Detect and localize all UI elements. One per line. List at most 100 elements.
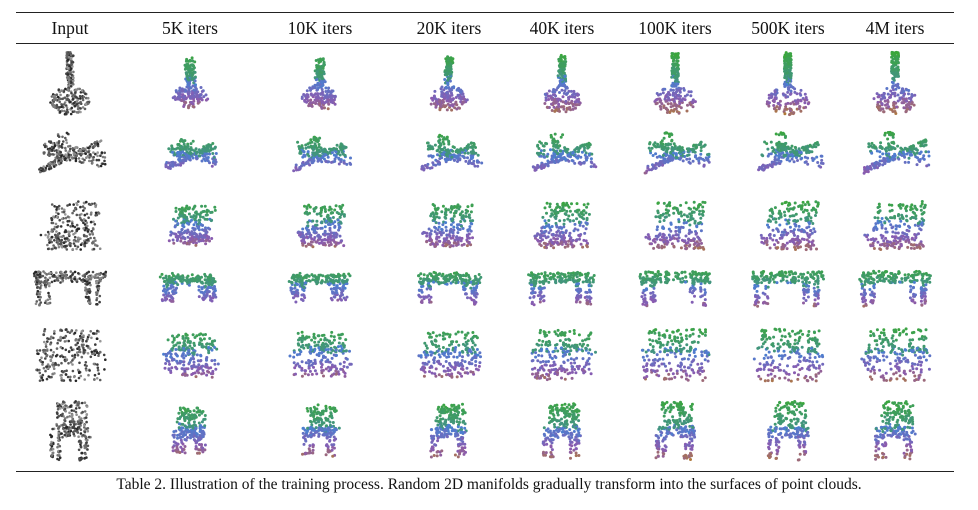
column-header-100k: 100K iters [638,18,712,38]
point [476,153,480,157]
point [314,99,318,103]
point [456,93,460,97]
point [784,62,788,66]
point [67,153,70,156]
point [464,208,468,212]
point [52,94,55,98]
point [209,211,213,214]
point [704,156,708,160]
point [900,101,904,105]
point [305,89,309,93]
point [446,78,450,82]
point [799,93,803,97]
point [431,147,435,151]
point [60,235,64,238]
point [342,213,346,217]
point [698,212,701,216]
point [569,236,573,240]
point [44,233,47,237]
point [908,106,912,110]
point [70,73,73,77]
point [423,164,427,167]
point [546,159,550,163]
point [551,232,555,236]
point [167,161,171,165]
point [57,152,60,156]
point [585,158,588,162]
point [540,167,544,170]
point [776,148,780,152]
point [50,247,54,251]
point [292,169,296,173]
point [465,144,469,148]
point [306,150,310,154]
point [186,235,190,239]
point [95,158,99,162]
point [84,96,88,100]
point [204,242,208,246]
point [583,231,587,235]
point [654,166,658,170]
point [663,215,667,219]
point [429,229,433,233]
point [569,89,573,93]
point [792,160,796,164]
point [662,157,666,161]
point [169,163,173,167]
point [72,54,75,57]
point [334,243,338,247]
point [793,145,797,149]
point [84,92,87,96]
point [339,213,343,217]
point [97,158,101,162]
point [167,239,171,243]
point [816,143,820,147]
point [561,70,565,74]
point [435,242,439,246]
point [187,78,191,82]
point [556,151,560,155]
point [693,219,697,223]
point [200,151,204,155]
point [545,201,549,205]
point [64,146,67,150]
point [667,227,671,231]
point [60,109,64,113]
point [67,145,70,148]
point [893,94,897,98]
point [66,63,69,67]
point [659,160,663,164]
point [53,205,56,208]
point [696,246,700,250]
point [70,92,73,95]
cell-laptop-point-cloud-col-0 [14,192,126,259]
point [672,142,676,146]
point [440,210,444,214]
point [91,231,94,235]
point [176,146,179,150]
point [654,234,658,238]
point [46,235,50,238]
point [893,75,897,78]
point [448,234,452,238]
point [314,139,318,142]
point [551,141,555,145]
point [901,98,905,101]
point [435,215,439,219]
point [669,229,673,233]
point [699,140,703,144]
point [657,233,661,237]
point [533,234,537,238]
point [320,71,324,75]
point [315,88,319,92]
point [803,101,807,105]
point [192,99,196,103]
point [783,55,787,59]
point [448,73,452,77]
point [434,105,438,109]
point [76,98,79,102]
point [52,215,55,218]
point [863,166,866,169]
point [898,152,901,155]
point [180,89,184,93]
